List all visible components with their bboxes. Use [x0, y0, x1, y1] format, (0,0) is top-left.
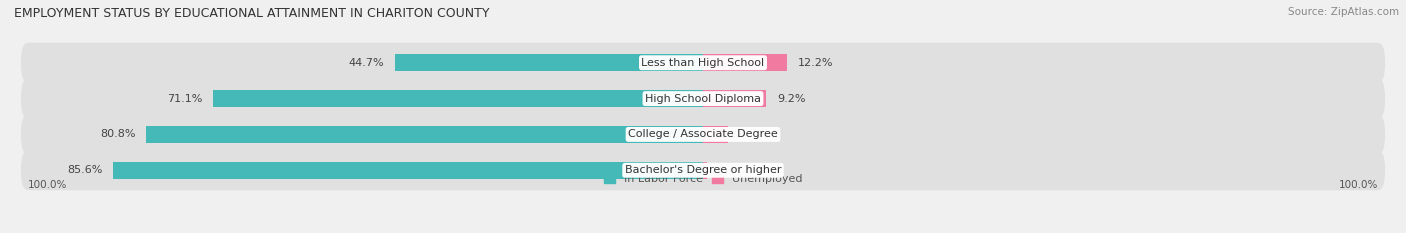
- Text: 100.0%: 100.0%: [28, 180, 67, 190]
- Bar: [114, 162, 703, 179]
- Text: EMPLOYMENT STATUS BY EDUCATIONAL ATTAINMENT IN CHARITON COUNTY: EMPLOYMENT STATUS BY EDUCATIONAL ATTAINM…: [14, 7, 489, 20]
- FancyBboxPatch shape: [21, 43, 1385, 83]
- Text: 0.6%: 0.6%: [718, 165, 747, 175]
- Bar: [703, 126, 728, 143]
- Text: 80.8%: 80.8%: [100, 129, 135, 139]
- Text: 3.7%: 3.7%: [740, 129, 768, 139]
- Text: College / Associate Degree: College / Associate Degree: [628, 129, 778, 139]
- Text: 12.2%: 12.2%: [799, 58, 834, 68]
- FancyBboxPatch shape: [21, 150, 1385, 190]
- Bar: [214, 90, 703, 107]
- Bar: [146, 126, 703, 143]
- Text: Source: ZipAtlas.com: Source: ZipAtlas.com: [1288, 7, 1399, 17]
- Bar: [703, 162, 707, 179]
- Bar: [703, 54, 787, 71]
- Text: 100.0%: 100.0%: [1339, 180, 1378, 190]
- Text: 71.1%: 71.1%: [167, 94, 202, 104]
- FancyBboxPatch shape: [21, 79, 1385, 119]
- Legend: In Labor Force, Unemployed: In Labor Force, Unemployed: [599, 169, 807, 188]
- Text: 44.7%: 44.7%: [349, 58, 384, 68]
- Text: 85.6%: 85.6%: [67, 165, 103, 175]
- Bar: [395, 54, 703, 71]
- Bar: [703, 90, 766, 107]
- Text: High School Diploma: High School Diploma: [645, 94, 761, 104]
- Text: 9.2%: 9.2%: [778, 94, 806, 104]
- Text: Less than High School: Less than High School: [641, 58, 765, 68]
- Text: Bachelor's Degree or higher: Bachelor's Degree or higher: [624, 165, 782, 175]
- FancyBboxPatch shape: [21, 114, 1385, 154]
